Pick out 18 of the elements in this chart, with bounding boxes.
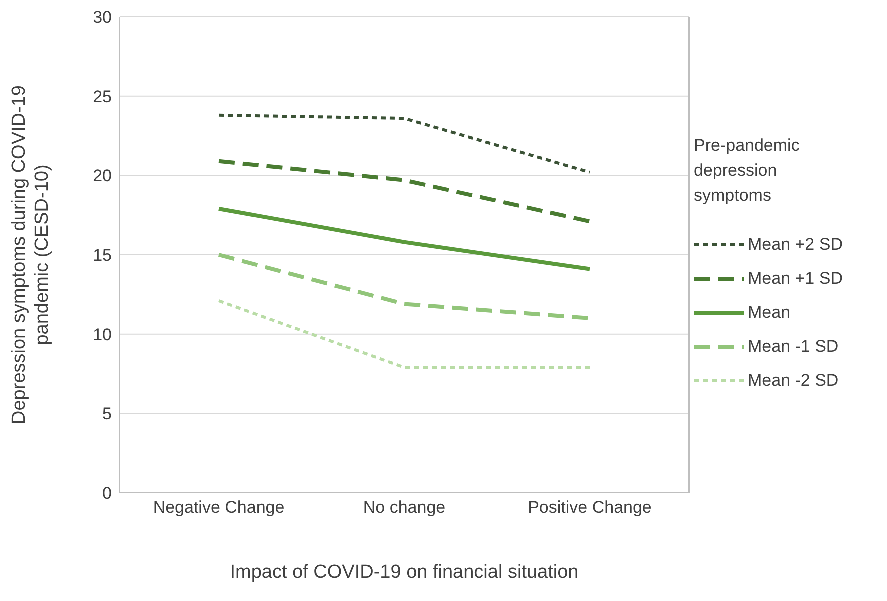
- x-axis-title: Impact of COVID-19 on financial situation: [230, 562, 579, 583]
- x-tick-label: Positive Change: [528, 498, 652, 518]
- y-tick-label: 10: [93, 325, 112, 344]
- y-tick-label: 25: [93, 87, 112, 106]
- legend-label: Mean +2 SD: [748, 235, 843, 255]
- legend-label: Mean -2 SD: [748, 371, 839, 391]
- y-tick-label: 0: [102, 484, 112, 504]
- y-tick-label: 5: [102, 404, 112, 424]
- x-tick-label: No change: [363, 498, 446, 518]
- x-tick-label: Negative Change: [153, 498, 285, 518]
- y-tick-label: 30: [93, 8, 112, 28]
- y-axis-title: Depression symptoms during COVID-19 pandemic (CESD-10): [9, 86, 53, 424]
- legend-label: Mean +1 SD: [748, 269, 843, 289]
- y-tick-label: 20: [93, 166, 112, 186]
- y-tick-label: 15: [93, 246, 112, 266]
- legend-title: Pre-pandemic depression symptoms: [694, 135, 801, 207]
- legend-label: Mean: [748, 303, 791, 323]
- legend-label: Mean -1 SD: [748, 337, 839, 357]
